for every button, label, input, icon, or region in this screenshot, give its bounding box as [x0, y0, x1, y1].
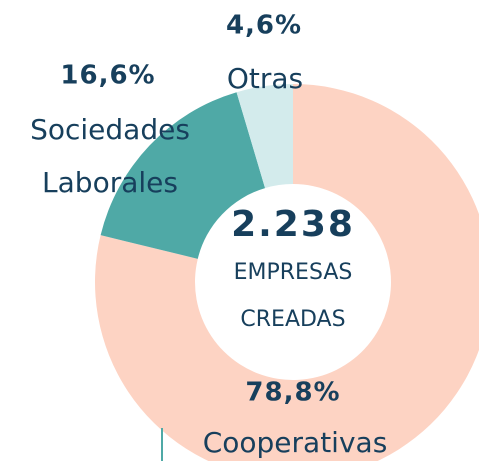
value-label: 78,8% — [245, 378, 340, 408]
category-label: Sociedades Laborales — [30, 113, 190, 199]
value-label: 16,6% — [60, 61, 155, 91]
donut-slice — [95, 84, 479, 461]
center-label: EMPRESAS CREADAS — [234, 260, 353, 332]
center-value: 2.238 — [231, 204, 355, 245]
category-label: Otras — [227, 62, 303, 95]
donut-slice — [100, 92, 266, 259]
category-label: Cooperativas — [203, 426, 388, 459]
value-label: 4,6% — [226, 11, 302, 41]
donut-slice — [236, 84, 293, 189]
